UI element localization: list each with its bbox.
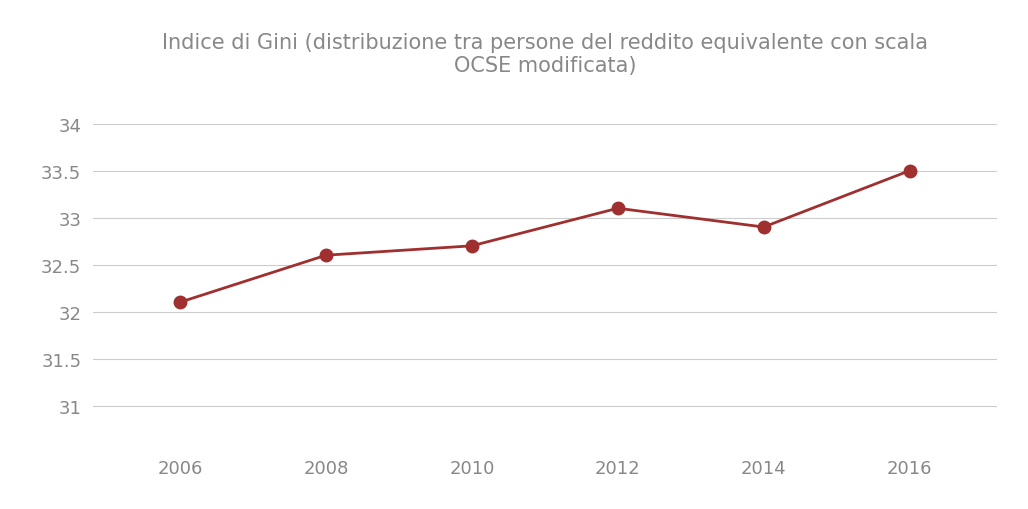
Title: Indice di Gini (distribuzione tra persone del reddito equivalente con scala
OCSE: Indice di Gini (distribuzione tra person… (161, 33, 928, 76)
